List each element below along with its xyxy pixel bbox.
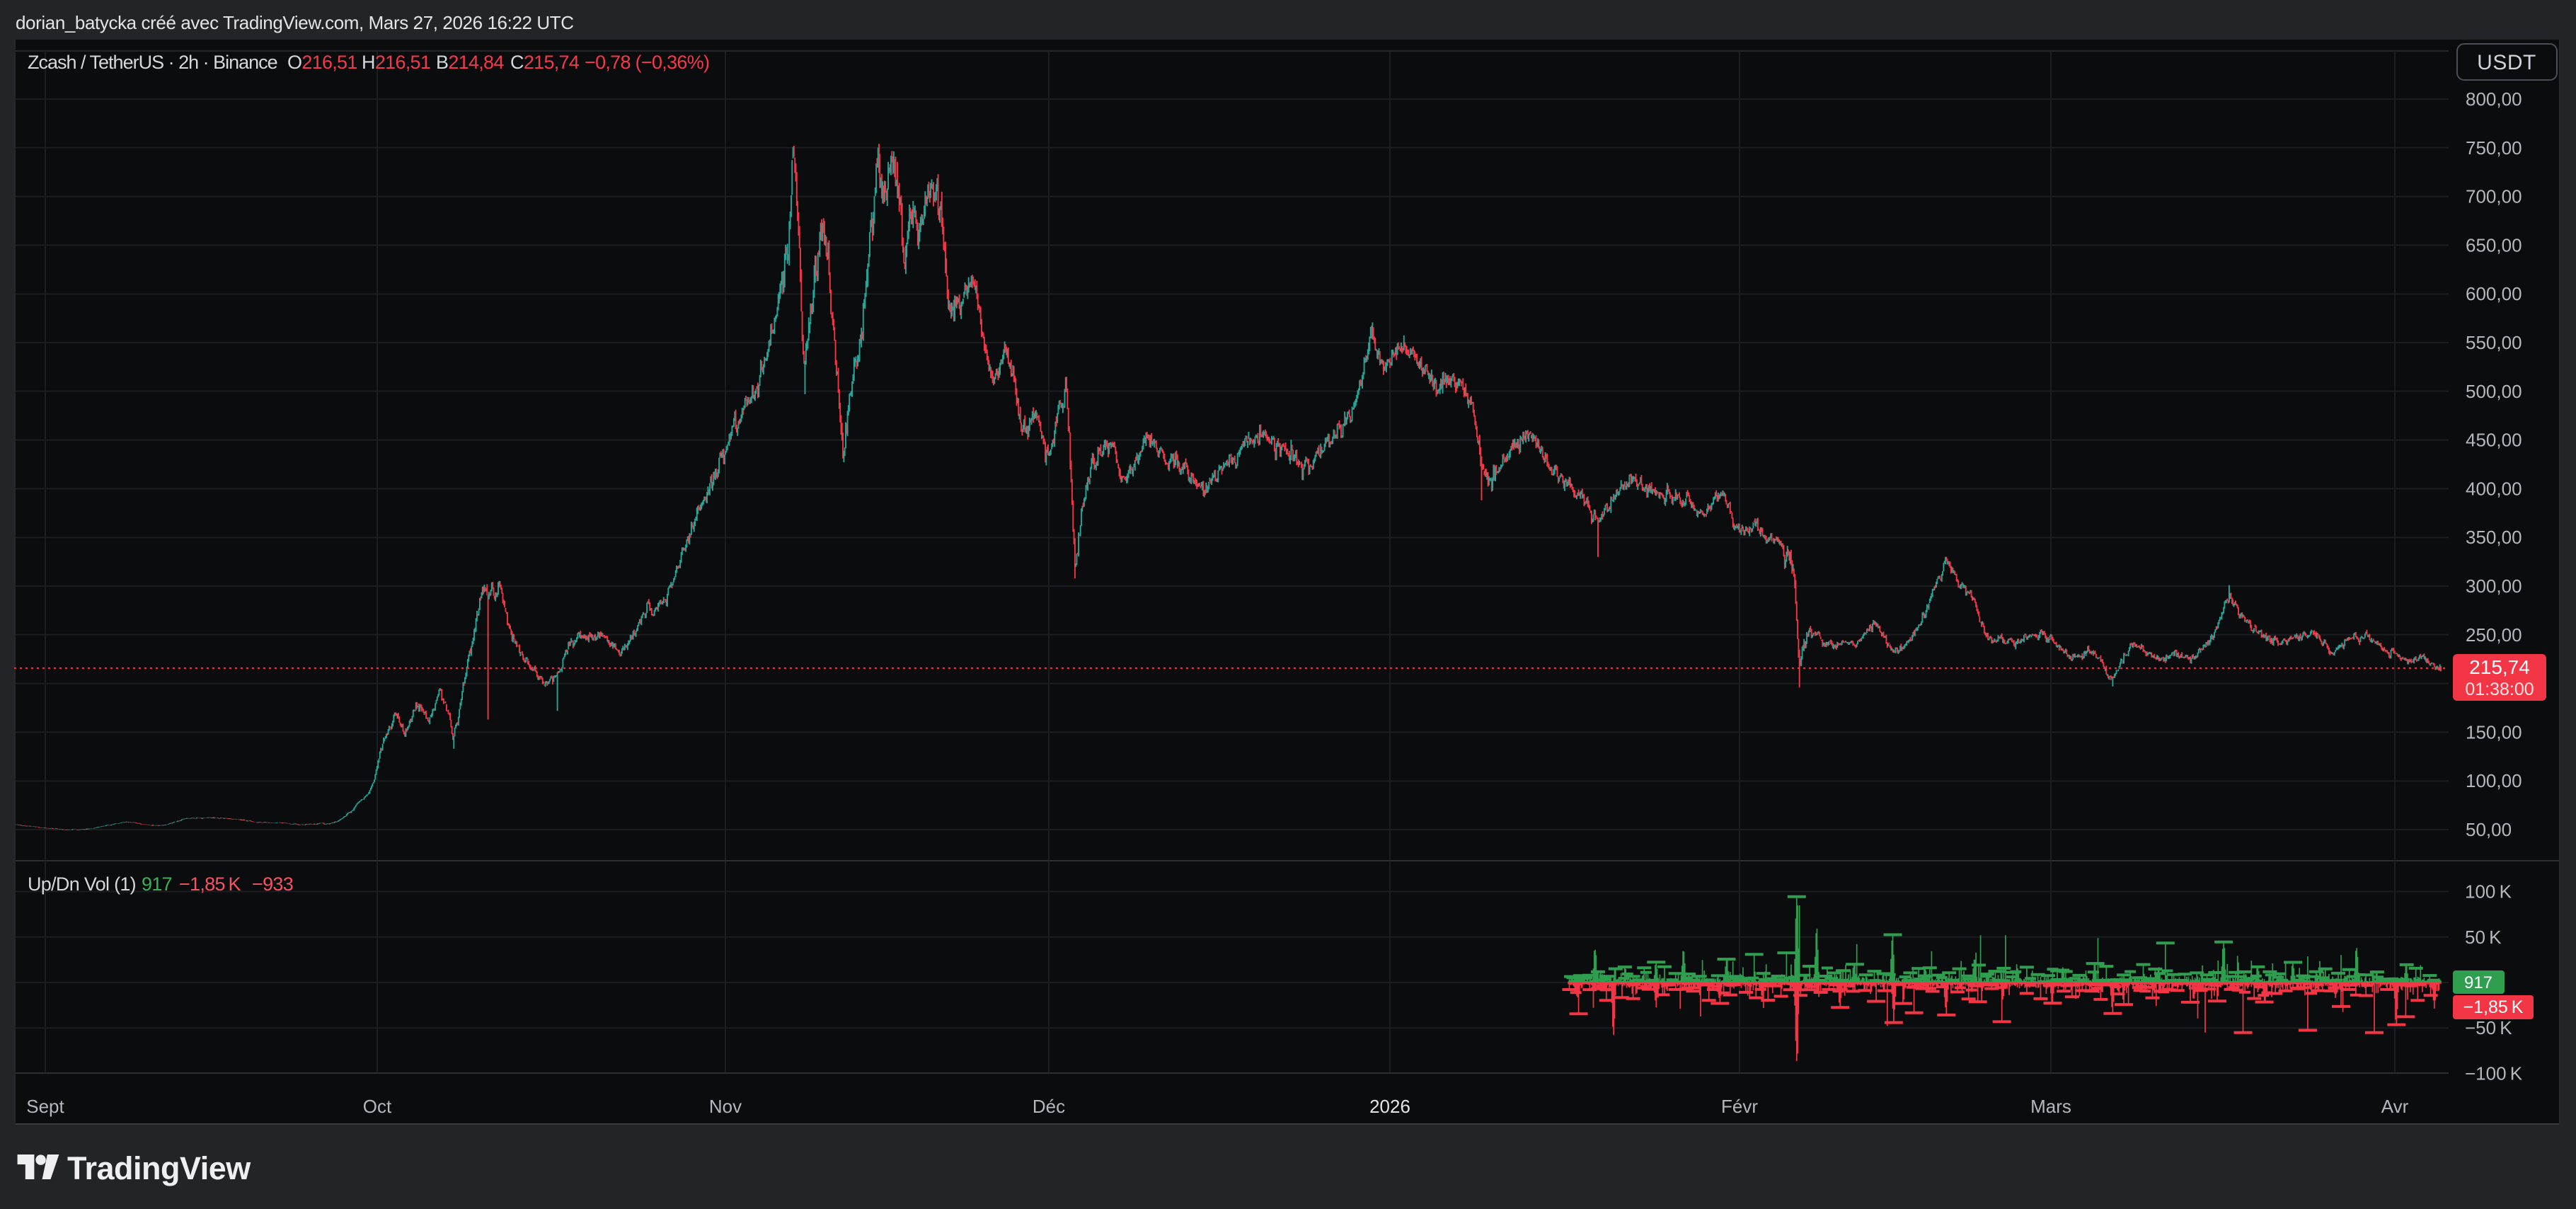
- svg-text:250,00: 250,00: [2466, 624, 2522, 646]
- svg-text:100,00: 100,00: [2466, 770, 2522, 791]
- svg-text:dorian_batycka créé avec Tradi: dorian_batycka créé avec TradingView.com…: [16, 12, 574, 33]
- svg-text:550,00: 550,00: [2466, 332, 2522, 353]
- svg-text:−1,85 K: −1,85 K: [2463, 997, 2524, 1017]
- svg-text:Nov: Nov: [709, 1096, 742, 1117]
- svg-text:50 K: 50 K: [2465, 927, 2502, 948]
- svg-text:50,00: 50,00: [2466, 819, 2512, 840]
- svg-text:300,00: 300,00: [2466, 575, 2522, 597]
- svg-text:350,00: 350,00: [2466, 527, 2522, 548]
- svg-text:−100 K: −100 K: [2465, 1063, 2523, 1084]
- svg-text:Avr: Avr: [2381, 1096, 2409, 1117]
- svg-text:150,00: 150,00: [2466, 721, 2522, 743]
- svg-text:Zcash / TetherUS · 2h · Binanc: Zcash / TetherUS · 2h · Binance: [28, 52, 277, 73]
- svg-text:Oct: Oct: [363, 1096, 392, 1117]
- svg-text:−50 K: −50 K: [2465, 1017, 2512, 1038]
- svg-text:400,00: 400,00: [2466, 478, 2522, 499]
- svg-text:2026: 2026: [1369, 1096, 1410, 1117]
- svg-text:800,00: 800,00: [2466, 88, 2522, 110]
- svg-text:917: 917: [2464, 973, 2492, 992]
- svg-text:450,00: 450,00: [2466, 430, 2522, 451]
- svg-text:100 K: 100 K: [2465, 881, 2512, 903]
- svg-text:USDT: USDT: [2477, 51, 2536, 74]
- svg-text:Mars: Mars: [2030, 1096, 2071, 1117]
- svg-text:Sept: Sept: [26, 1096, 64, 1117]
- svg-text:750,00: 750,00: [2466, 137, 2522, 159]
- svg-text:01:38:00: 01:38:00: [2465, 680, 2534, 699]
- svg-text:Févr: Févr: [1721, 1096, 1758, 1117]
- svg-text:600,00: 600,00: [2466, 283, 2522, 304]
- svg-text:Déc: Déc: [1033, 1096, 1065, 1117]
- svg-text:500,00: 500,00: [2466, 381, 2522, 402]
- svg-text:TradingView: TradingView: [67, 1150, 251, 1186]
- svg-text:650,00: 650,00: [2466, 234, 2522, 256]
- svg-text:700,00: 700,00: [2466, 186, 2522, 207]
- svg-text:Up/Dn Vol (1): Up/Dn Vol (1): [28, 873, 136, 895]
- svg-text:215,74: 215,74: [2469, 656, 2530, 678]
- svg-text:917−1,85 K−933: 917 −1,85 K −933: [142, 873, 293, 895]
